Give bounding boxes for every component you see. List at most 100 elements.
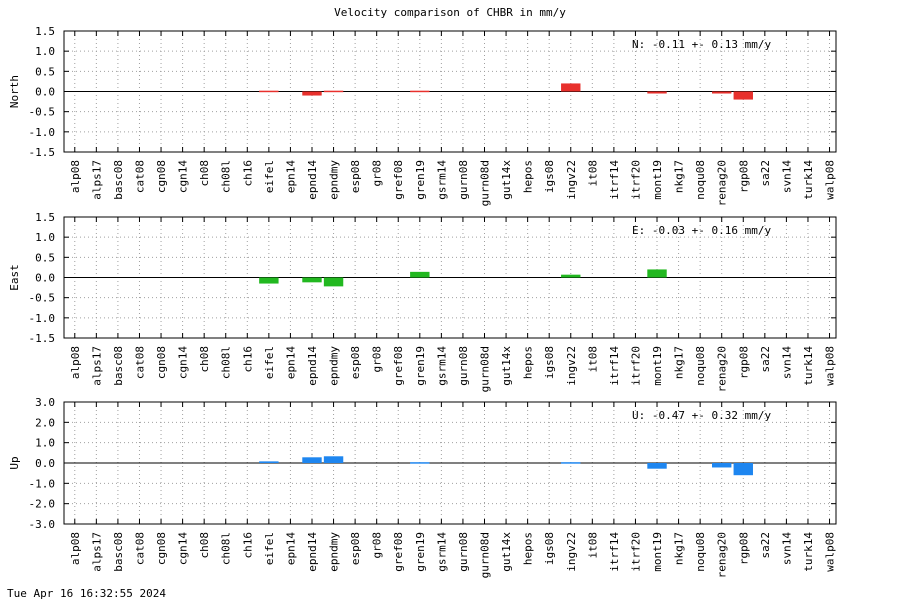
- x-tick-label: hepos: [522, 160, 535, 193]
- x-tick-label: gsrm14: [435, 532, 448, 572]
- y-tick-label: -3.0: [29, 518, 56, 531]
- x-tick-label: noqu08: [694, 160, 707, 200]
- bar-mont19: [647, 91, 667, 94]
- x-tick-label: ch16: [241, 532, 254, 559]
- y-tick-label: 1.5: [35, 25, 55, 38]
- x-tick-label: alp08: [69, 532, 82, 565]
- x-tick-label: epn14: [284, 532, 297, 565]
- y-tick-label: 1.0: [35, 437, 55, 450]
- y-tick-label: 0.0: [35, 457, 55, 470]
- x-tick-label: ch08l: [220, 346, 233, 379]
- x-tick-label: gurn08: [457, 160, 470, 200]
- x-tick-label: svn14: [780, 160, 793, 193]
- y-tick-label: -0.5: [29, 292, 56, 305]
- x-tick-label: ch16: [241, 346, 254, 373]
- x-tick-label: noqu08: [694, 346, 707, 386]
- x-tick-label: eifel: [263, 532, 276, 565]
- x-tick-label: cgn14: [177, 346, 190, 379]
- x-tick-label: svn14: [780, 346, 793, 379]
- x-tick-label: rgp08: [737, 346, 750, 379]
- bar-epnd14: [302, 457, 322, 463]
- x-tick-label: noqu08: [694, 532, 707, 572]
- x-tick-label: gurn08d: [479, 160, 492, 206]
- x-tick-label: cat08: [133, 160, 146, 193]
- bar-epnd14: [302, 277, 322, 283]
- x-tick-label: epnd14: [306, 532, 319, 572]
- x-tick-label: basc08: [112, 160, 125, 200]
- chart-title: Velocity comparison of CHBR in mm/y: [334, 6, 566, 19]
- x-tick-label: gurn08d: [479, 346, 492, 392]
- x-tick-label: ch08l: [220, 532, 233, 565]
- panel-north: 1.5 1.0 0.5 0.0 -0.5 -1.0 -1.5 alp08 alps17 basc0…: [8, 25, 837, 206]
- bar-eifel: [259, 277, 279, 284]
- y-axis-label: Up: [8, 456, 21, 469]
- x-tick-label: gref08: [392, 346, 405, 386]
- x-tick-label: turk14: [802, 160, 815, 200]
- bar-epndmy: [323, 277, 344, 287]
- x-tick-label: gref08: [392, 532, 405, 572]
- x-tick-label: hepos: [522, 346, 535, 379]
- x-tick-label: renag20: [716, 160, 729, 206]
- x-tick-label: gr08: [371, 160, 384, 187]
- y-tick-label: 2.0: [35, 416, 55, 429]
- x-tick-label: epn14: [284, 346, 297, 379]
- stats-annotation: U: -0.47 +- 0.32 mm/y: [632, 409, 771, 422]
- x-tick-label: nkg17: [673, 346, 686, 379]
- x-tick-label: alps17: [90, 346, 103, 386]
- y-tick-label: -1.5: [29, 146, 56, 159]
- y-tick-label: -1.0: [29, 477, 56, 490]
- stats-annotation: N: -0.11 +- 0.13 mm/y: [632, 38, 771, 51]
- bar-renag20: [712, 463, 732, 468]
- x-tick-label: cgn14: [177, 160, 190, 193]
- panel-east: 1.5 1.0 0.5 0.0 -0.5 -1.0 -1.5 alp08 alps17 basc0…: [8, 211, 837, 392]
- x-tick-label: cgn08: [155, 346, 168, 379]
- x-tick-label: gren19: [414, 160, 427, 200]
- x-tick-label: nkg17: [673, 160, 686, 193]
- plot-frame: [63, 401, 837, 525]
- y-tick-label: 0.5: [35, 251, 55, 264]
- x-tick-label: gren19: [414, 532, 427, 572]
- y-tick-label: 1.5: [35, 211, 55, 224]
- y-tick-label: 0.5: [35, 65, 55, 78]
- x-tick-label: mont19: [651, 346, 664, 386]
- x-tick-label: basc08: [112, 346, 125, 386]
- x-tick-label: itrf14: [608, 532, 621, 572]
- x-tick-label: esp08: [349, 532, 362, 565]
- x-tick-label: it08: [586, 532, 599, 559]
- x-tick-label: it08: [586, 346, 599, 373]
- x-tick-label: itrf14: [608, 160, 621, 200]
- x-tick-label: gut14x: [500, 346, 513, 386]
- x-tick-label: alps17: [90, 160, 103, 200]
- bar-gren19: [410, 462, 430, 464]
- x-tick-label: itrf20: [629, 532, 642, 572]
- x-tick-label: walp08: [824, 346, 837, 386]
- x-tick-label: turk14: [802, 346, 815, 386]
- x-tick-label: sa22: [759, 346, 772, 373]
- timestamp-footer: Tue Apr 16 16:32:55 2024: [7, 587, 166, 600]
- x-tick-label: itrf20: [629, 346, 642, 386]
- bar-eifel: [259, 461, 279, 463]
- x-tick-label: cgn08: [155, 160, 168, 193]
- bar-rgp08: [733, 463, 753, 476]
- bar-ingv22: [561, 462, 581, 464]
- x-tick-label: gr08: [371, 532, 384, 559]
- panel-up: 3.0 2.0 1.0 0.0 -1.0 -2.0 -3.0 alp08 alps17 basc0…: [8, 396, 837, 578]
- x-tick-label: itrf14: [608, 346, 621, 386]
- x-tick-label: epnd14: [306, 160, 319, 200]
- x-tick-label: gurn08: [457, 532, 470, 572]
- bar-epnd14: [302, 91, 322, 96]
- bar-renag20: [712, 91, 732, 94]
- y-tick-label: 0.0: [35, 272, 55, 285]
- x-tick-label: esp08: [349, 160, 362, 193]
- bar-ingv22: [561, 83, 581, 92]
- x-tick-label: it08: [586, 160, 599, 187]
- plot-frame: [63, 216, 837, 339]
- y-tick-label: 1.0: [35, 45, 55, 58]
- x-tick-label: ch08l: [220, 160, 233, 193]
- x-tick-label: ch08: [198, 346, 211, 373]
- x-tick-label: epndmy: [328, 160, 341, 200]
- bar-ingv22: [561, 274, 581, 278]
- x-tick-label: walp08: [824, 160, 837, 200]
- bar-gren19: [410, 271, 430, 278]
- x-tick-label: nkg17: [673, 532, 686, 565]
